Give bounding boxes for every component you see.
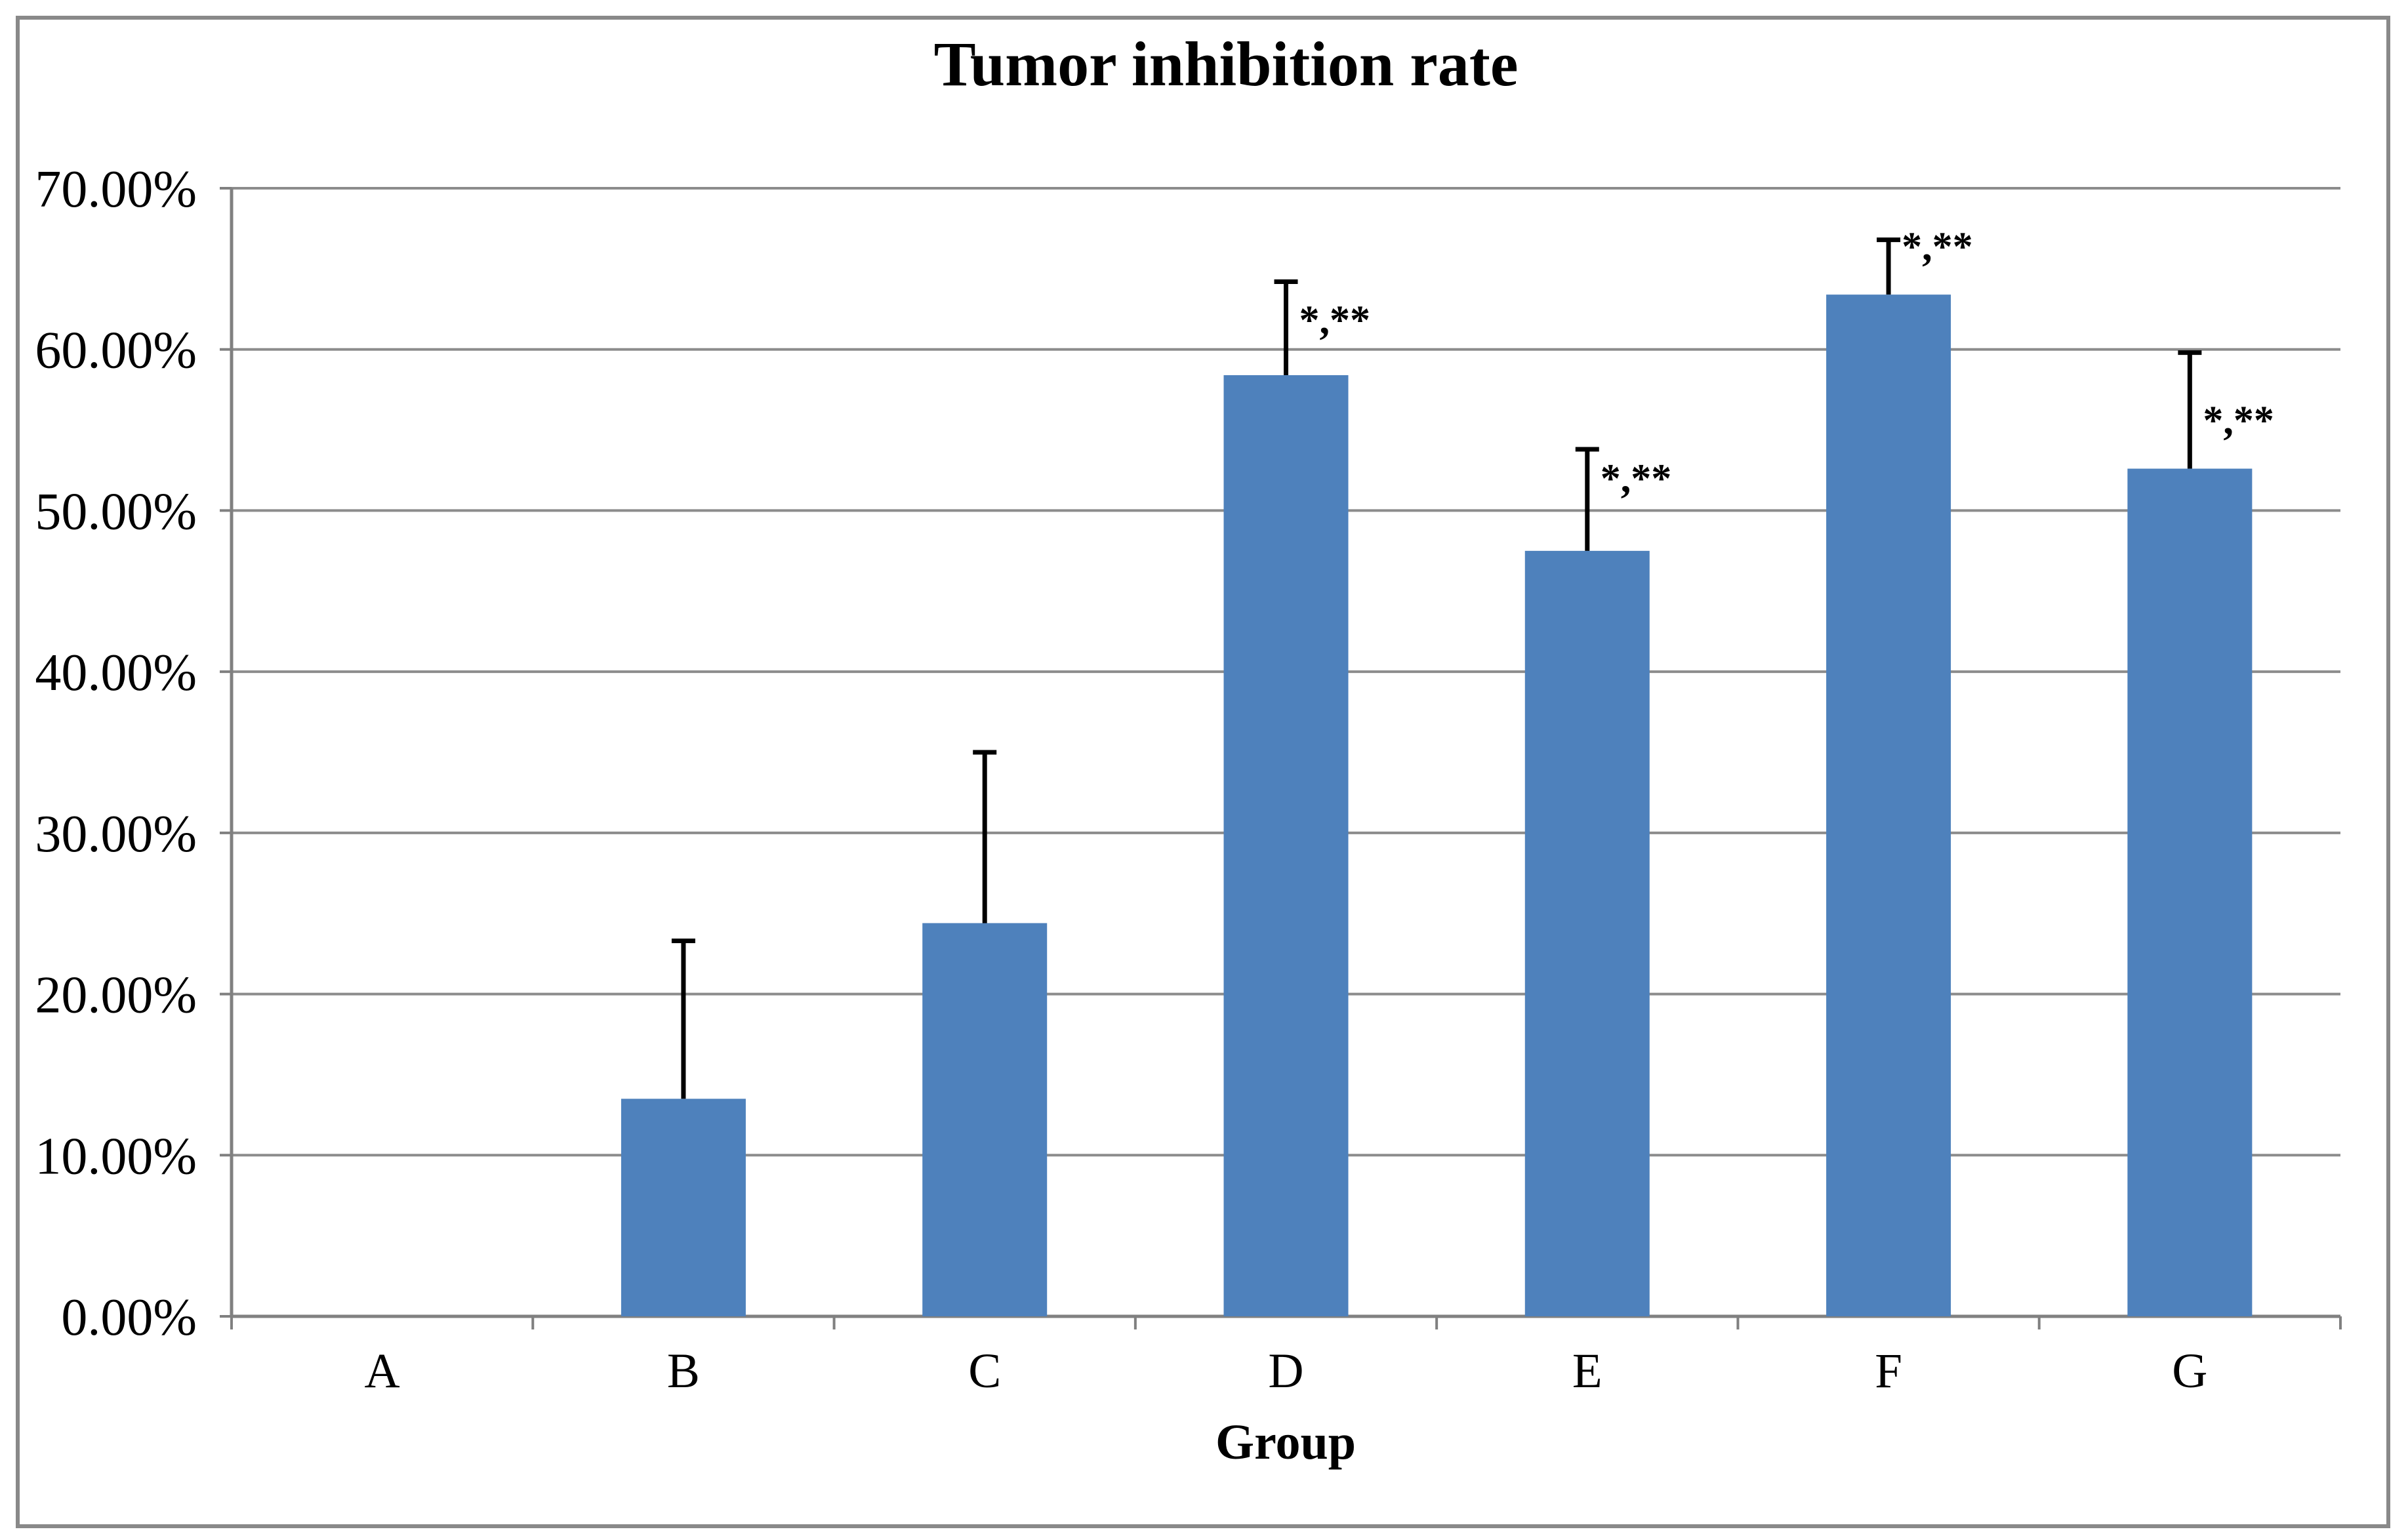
chart-title: Tumor inhibition rate bbox=[933, 29, 1519, 99]
x-tick-label-E: E bbox=[1572, 1344, 1602, 1398]
x-tick-label-D: D bbox=[1268, 1344, 1303, 1398]
x-tick-label-A: A bbox=[365, 1344, 400, 1398]
bar-D bbox=[1223, 375, 1349, 1316]
significance-annotation-D: *,** bbox=[1299, 298, 1371, 343]
x-tick-label-B: B bbox=[667, 1344, 700, 1398]
significance-annotation-E: *,** bbox=[1601, 456, 1672, 501]
y-tick-label: 50.00% bbox=[35, 483, 197, 540]
significance-annotation-G: *,** bbox=[2203, 399, 2274, 443]
x-tick-label-G: G bbox=[2172, 1344, 2207, 1398]
x-tick-label-C: C bbox=[968, 1344, 1001, 1398]
y-tick-label: 60.00% bbox=[35, 322, 197, 380]
x-axis-title: Group bbox=[1215, 1415, 1356, 1470]
significance-annotation-F: *,** bbox=[1902, 225, 1973, 270]
y-tick-label: 10.00% bbox=[35, 1127, 197, 1185]
x-tick-label-F: F bbox=[1875, 1344, 1902, 1398]
bar-C bbox=[922, 923, 1048, 1316]
y-tick-label: 70.00% bbox=[35, 161, 197, 218]
bar-E bbox=[1524, 550, 1650, 1316]
y-tick-label: 20.00% bbox=[35, 967, 197, 1024]
bar-G bbox=[2127, 468, 2253, 1316]
bar-B bbox=[621, 1099, 746, 1316]
y-tick-label: 0.00% bbox=[61, 1289, 197, 1347]
bar-F bbox=[1826, 294, 1951, 1317]
y-tick-label: 40.00% bbox=[35, 644, 197, 702]
y-tick-label: 30.00% bbox=[35, 805, 197, 863]
